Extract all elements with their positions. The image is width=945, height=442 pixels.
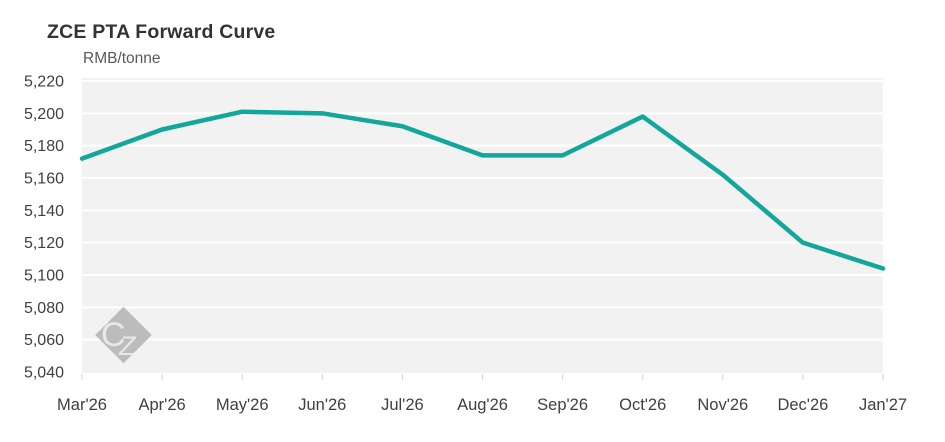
x-axis-tick-label: Jun'26 [298, 396, 346, 414]
x-axis-tick-label: May'26 [216, 396, 269, 414]
y-axis-tick-label: 5,200 [24, 106, 64, 123]
watermark-letter-c: C [101, 316, 126, 354]
y-axis-tick-label: 5,140 [24, 203, 64, 220]
chart-title: ZCE PTA Forward Curve [47, 21, 276, 43]
x-axis-tick-label: Jul'26 [381, 396, 424, 414]
y-axis-tick-label: 5,220 [24, 74, 64, 91]
y-axis-tick-label: 5,180 [24, 138, 64, 155]
plot-area [82, 78, 883, 373]
x-axis-tick-label: Oct'26 [619, 396, 666, 414]
y-axis-tick-label: 5,120 [24, 235, 64, 252]
x-axis-tick-label: Sep'26 [537, 396, 588, 414]
forward-curve-series-line [79, 109, 886, 271]
x-axis-tick-label: Dec'26 [777, 396, 828, 414]
y-axis-unit-label: RMB/tonne [83, 50, 161, 67]
x-axis-tick-label: Apr'26 [139, 396, 186, 414]
watermark-letter-z: Z [118, 331, 137, 361]
x-axis-tick-label: Nov'26 [697, 396, 748, 414]
y-axis-tick-label: 5,060 [24, 332, 64, 349]
y-axis-tick-label: 5,040 [24, 365, 64, 382]
y-axis-tick-label: 5,080 [24, 300, 64, 317]
y-axis-tick-label: 5,100 [24, 268, 64, 285]
x-axis-tick-label: Aug'26 [457, 396, 508, 414]
x-axis-tick-label: Mar'26 [57, 396, 107, 414]
y-axis-tick-label: 5,160 [24, 171, 64, 188]
x-axis-tick-label: Jan'27 [859, 396, 907, 414]
